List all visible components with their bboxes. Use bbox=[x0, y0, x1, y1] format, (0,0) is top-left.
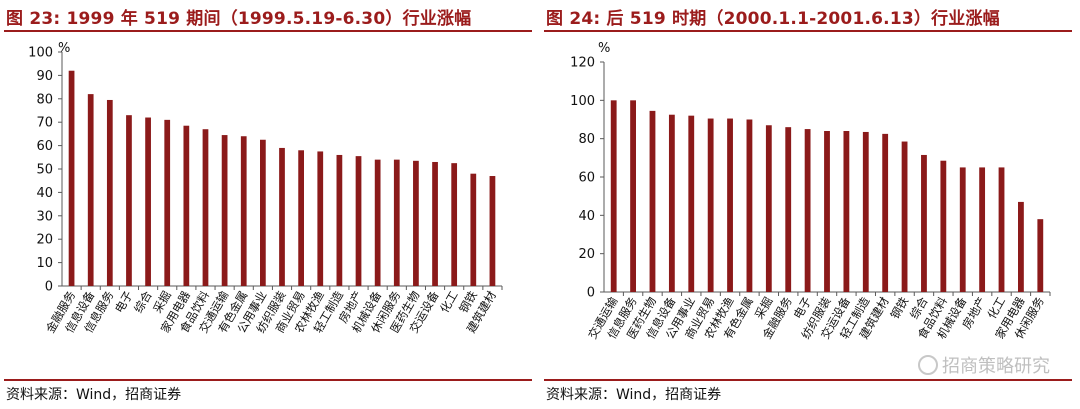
y-tick-label: 0 bbox=[587, 286, 595, 301]
bar bbox=[451, 163, 458, 286]
bar bbox=[727, 118, 733, 293]
bar bbox=[317, 151, 324, 286]
bar bbox=[610, 100, 617, 292]
y-tick-label: 0 bbox=[45, 280, 53, 295]
category-label: 综合 bbox=[131, 288, 155, 315]
figure-24-title: 图 24: 后 519 时期（2000.1.1-2001.6.13）行业涨幅 bbox=[546, 9, 1000, 29]
bar bbox=[882, 133, 889, 292]
bar bbox=[998, 167, 1005, 292]
bar bbox=[183, 125, 190, 287]
figure-23-source: 资料来源：Wind，招商证券 bbox=[6, 387, 182, 403]
bar bbox=[106, 99, 113, 286]
source-rule bbox=[4, 379, 532, 381]
bar bbox=[649, 110, 656, 292]
bar bbox=[668, 114, 675, 292]
y-axis-unit: % bbox=[598, 41, 610, 56]
bar bbox=[470, 173, 477, 286]
bar bbox=[489, 176, 496, 286]
bar bbox=[260, 139, 266, 286]
bar bbox=[393, 159, 400, 286]
y-tick-label: 10 bbox=[36, 256, 53, 271]
bar bbox=[862, 131, 869, 292]
figure-24-source: 资料来源：Wind，招商证券 bbox=[546, 387, 722, 403]
bar bbox=[279, 147, 285, 286]
bar bbox=[68, 70, 75, 286]
bar bbox=[979, 167, 986, 292]
bar bbox=[202, 129, 209, 286]
title-rule bbox=[4, 30, 532, 32]
bar bbox=[707, 118, 714, 293]
bar bbox=[221, 135, 228, 286]
y-tick-label: 20 bbox=[578, 247, 595, 262]
y-tick-label: 100 bbox=[570, 94, 595, 109]
bar bbox=[145, 117, 151, 287]
bar bbox=[765, 125, 772, 292]
bar bbox=[336, 154, 343, 286]
bar bbox=[1037, 219, 1044, 292]
bar bbox=[688, 115, 695, 293]
bar bbox=[164, 119, 171, 286]
y-tick-label: 100 bbox=[28, 46, 53, 61]
y-tick-label: 30 bbox=[36, 209, 53, 224]
bar bbox=[1018, 201, 1024, 292]
bar bbox=[824, 131, 830, 292]
bar bbox=[901, 141, 908, 292]
bar bbox=[240, 136, 247, 286]
y-tick-label: 60 bbox=[36, 139, 53, 154]
bar bbox=[432, 161, 438, 286]
bar bbox=[413, 160, 419, 286]
figure-24-panel: 图 24: 后 519 时期（2000.1.1-2001.6.13）行业涨幅 %… bbox=[540, 0, 1080, 409]
bar bbox=[785, 127, 792, 293]
bar bbox=[126, 115, 132, 287]
y-tick-label: 70 bbox=[36, 116, 53, 131]
figure-23-bar-chart: %0102030405060708090100金融服务信息设备信息服务电子综合采… bbox=[28, 41, 503, 335]
bar bbox=[959, 167, 966, 292]
bar bbox=[298, 150, 304, 286]
y-axis-unit: % bbox=[58, 41, 70, 56]
y-tick-label: 20 bbox=[36, 233, 53, 248]
y-tick-label: 40 bbox=[36, 186, 53, 201]
source-rule bbox=[544, 379, 1072, 381]
y-tick-label: 90 bbox=[36, 69, 53, 84]
bar bbox=[746, 119, 753, 292]
bar bbox=[630, 100, 636, 292]
category-label: 电子 bbox=[112, 289, 136, 316]
y-tick-label: 60 bbox=[578, 171, 595, 186]
y-tick-label: 80 bbox=[36, 92, 53, 107]
watermark: 招商策略研究 bbox=[918, 352, 1050, 378]
watermark-text: 招商策略研究 bbox=[942, 356, 1050, 377]
category-label: 钢铁 bbox=[888, 294, 912, 321]
category-label: 化工 bbox=[437, 289, 461, 316]
bar bbox=[921, 154, 927, 292]
y-tick-label: 80 bbox=[578, 132, 595, 147]
bar bbox=[940, 160, 947, 292]
figure-23-title: 图 23: 1999 年 519 期间（1999.5.19-6.30）行业涨幅 bbox=[6, 9, 472, 29]
bar bbox=[374, 159, 381, 286]
wechat-icon bbox=[918, 355, 938, 375]
bar bbox=[843, 131, 850, 292]
y-tick-label: 40 bbox=[578, 209, 595, 224]
y-tick-label: 50 bbox=[36, 163, 53, 178]
y-tick-label: 120 bbox=[570, 56, 595, 71]
bar bbox=[355, 156, 362, 286]
figure-23-panel: 图 23: 1999 年 519 期间（1999.5.19-6.30）行业涨幅 … bbox=[4, 9, 532, 403]
title-rule bbox=[544, 30, 1072, 32]
bar bbox=[87, 94, 94, 286]
figure-24-bar-chart: %020406080100120交通运输信息服务医药生物信息设备公用事业商业贸易… bbox=[570, 41, 1051, 341]
bar bbox=[804, 129, 811, 292]
